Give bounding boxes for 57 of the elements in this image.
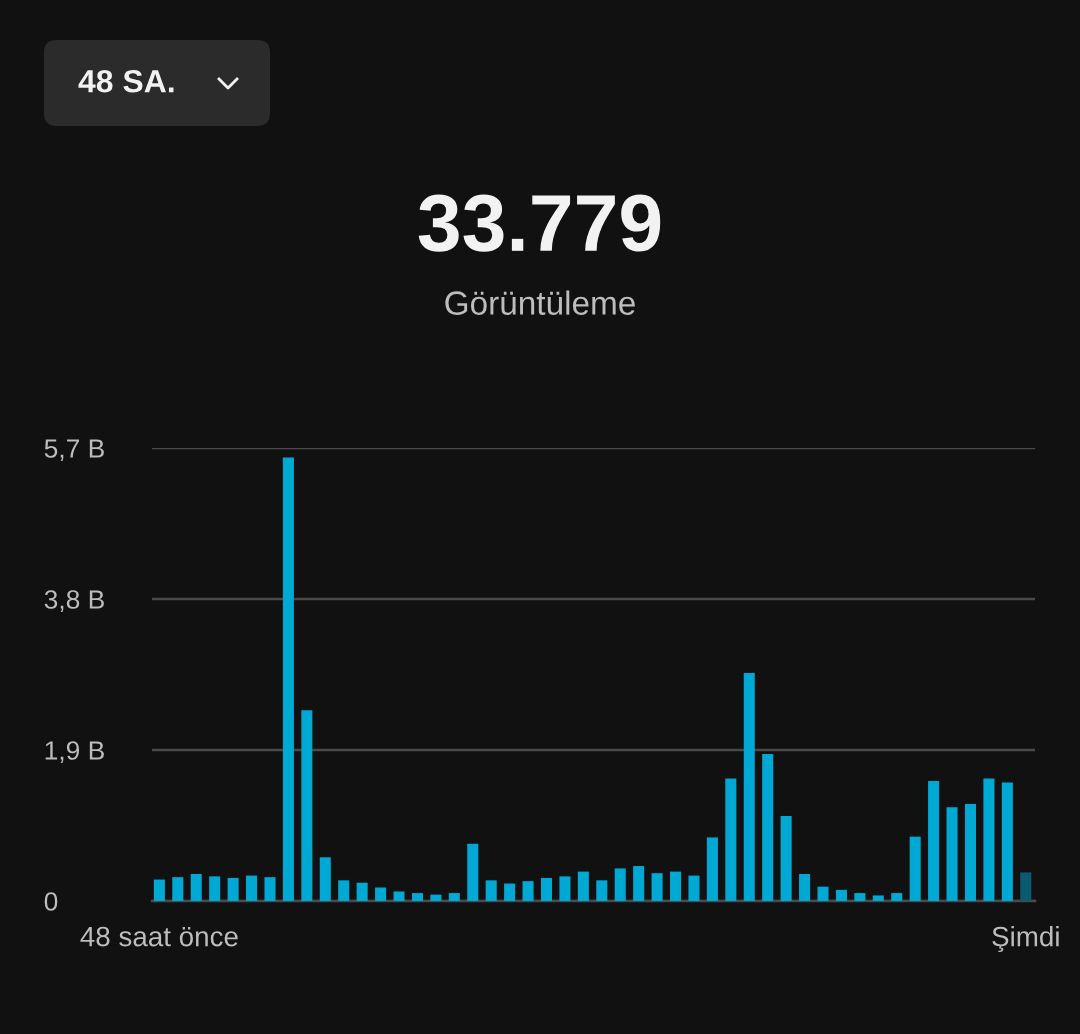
bar xyxy=(153,879,165,901)
bar xyxy=(338,880,350,901)
bar xyxy=(577,871,589,901)
x-tick-label: Şimdi xyxy=(992,926,1059,953)
bar xyxy=(1001,782,1013,901)
bar xyxy=(1020,872,1032,901)
bar xyxy=(522,881,534,901)
bar xyxy=(964,804,977,901)
text: 48 SA. xyxy=(78,69,174,93)
bar xyxy=(467,843,479,901)
bar xyxy=(780,815,792,901)
bar xyxy=(743,672,755,901)
x-tick-label: 48 saat önce xyxy=(80,926,238,947)
bar xyxy=(411,893,423,901)
bar xyxy=(928,780,940,901)
y-tick-label: 5,7 B xyxy=(44,439,104,461)
bar xyxy=(559,876,571,901)
chart-subtitle: Görüntüleme xyxy=(445,290,635,315)
bar xyxy=(854,893,866,901)
bar xyxy=(227,877,239,901)
bar xyxy=(485,880,497,901)
y-tick-label: 3,8 B xyxy=(44,590,104,612)
bar xyxy=(614,868,626,901)
bar xyxy=(282,457,294,901)
bar xyxy=(504,883,516,901)
bar xyxy=(596,880,608,901)
bar xyxy=(725,778,737,901)
bar xyxy=(209,876,221,901)
bar xyxy=(762,753,774,901)
bar xyxy=(264,877,276,901)
bar xyxy=(375,887,387,901)
bar xyxy=(319,857,331,901)
bar xyxy=(540,877,553,901)
y-tick-label: 0 xyxy=(44,892,58,911)
bar xyxy=(430,894,442,901)
bar xyxy=(301,710,313,901)
bar xyxy=(393,891,405,901)
bar xyxy=(190,873,202,901)
bar xyxy=(633,866,645,901)
bar xyxy=(891,893,903,901)
bar xyxy=(448,893,460,901)
bar xyxy=(983,778,995,901)
bar xyxy=(799,873,811,901)
bar xyxy=(651,873,663,901)
bar xyxy=(172,877,184,901)
bar xyxy=(946,807,958,901)
bar xyxy=(356,882,368,901)
bar xyxy=(817,886,829,901)
chart-title: 33.779 xyxy=(418,194,661,252)
bar xyxy=(670,871,682,901)
bar xyxy=(835,889,847,901)
y-tick-label: 1,9 B xyxy=(45,741,104,763)
bar xyxy=(872,895,884,901)
bar xyxy=(688,875,700,901)
bar xyxy=(706,837,718,901)
bar xyxy=(246,875,258,901)
bar xyxy=(909,836,921,901)
